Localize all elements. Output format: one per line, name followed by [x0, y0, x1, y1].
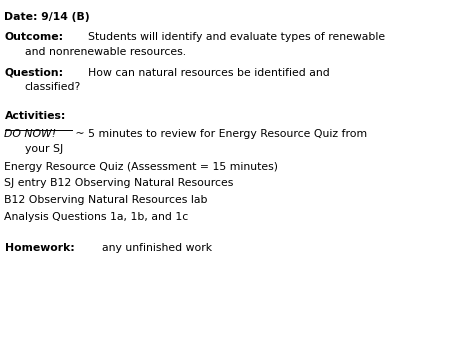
Text: B12 Observing Natural Resources lab: B12 Observing Natural Resources lab	[4, 195, 208, 206]
Text: Date: 9/14 (B): Date: 9/14 (B)	[4, 12, 90, 22]
Text: classified?: classified?	[25, 82, 81, 92]
Text: Homework:: Homework:	[4, 243, 74, 254]
Text: How can natural resources be identified and: How can natural resources be identified …	[81, 68, 329, 78]
Text: ~ 5 minutes to review for Energy Resource Quiz from: ~ 5 minutes to review for Energy Resourc…	[72, 129, 367, 139]
Text: your SJ: your SJ	[25, 144, 63, 154]
Text: SJ entry B12 Observing Natural Resources: SJ entry B12 Observing Natural Resources	[4, 178, 234, 189]
Text: Energy Resource Quiz (Assessment = 15 minutes): Energy Resource Quiz (Assessment = 15 mi…	[4, 162, 279, 172]
Text: Question:: Question:	[4, 68, 63, 78]
Text: any unfinished work: any unfinished work	[94, 243, 212, 254]
Text: Analysis Questions 1a, 1b, and 1c: Analysis Questions 1a, 1b, and 1c	[4, 212, 189, 222]
Text: Students will identify and evaluate types of renewable: Students will identify and evaluate type…	[81, 32, 385, 42]
Text: and nonrenewable resources.: and nonrenewable resources.	[25, 47, 186, 57]
Text: Activities:: Activities:	[4, 111, 66, 121]
Text: Outcome:: Outcome:	[4, 32, 63, 42]
Text: DO NOW!: DO NOW!	[4, 129, 57, 139]
